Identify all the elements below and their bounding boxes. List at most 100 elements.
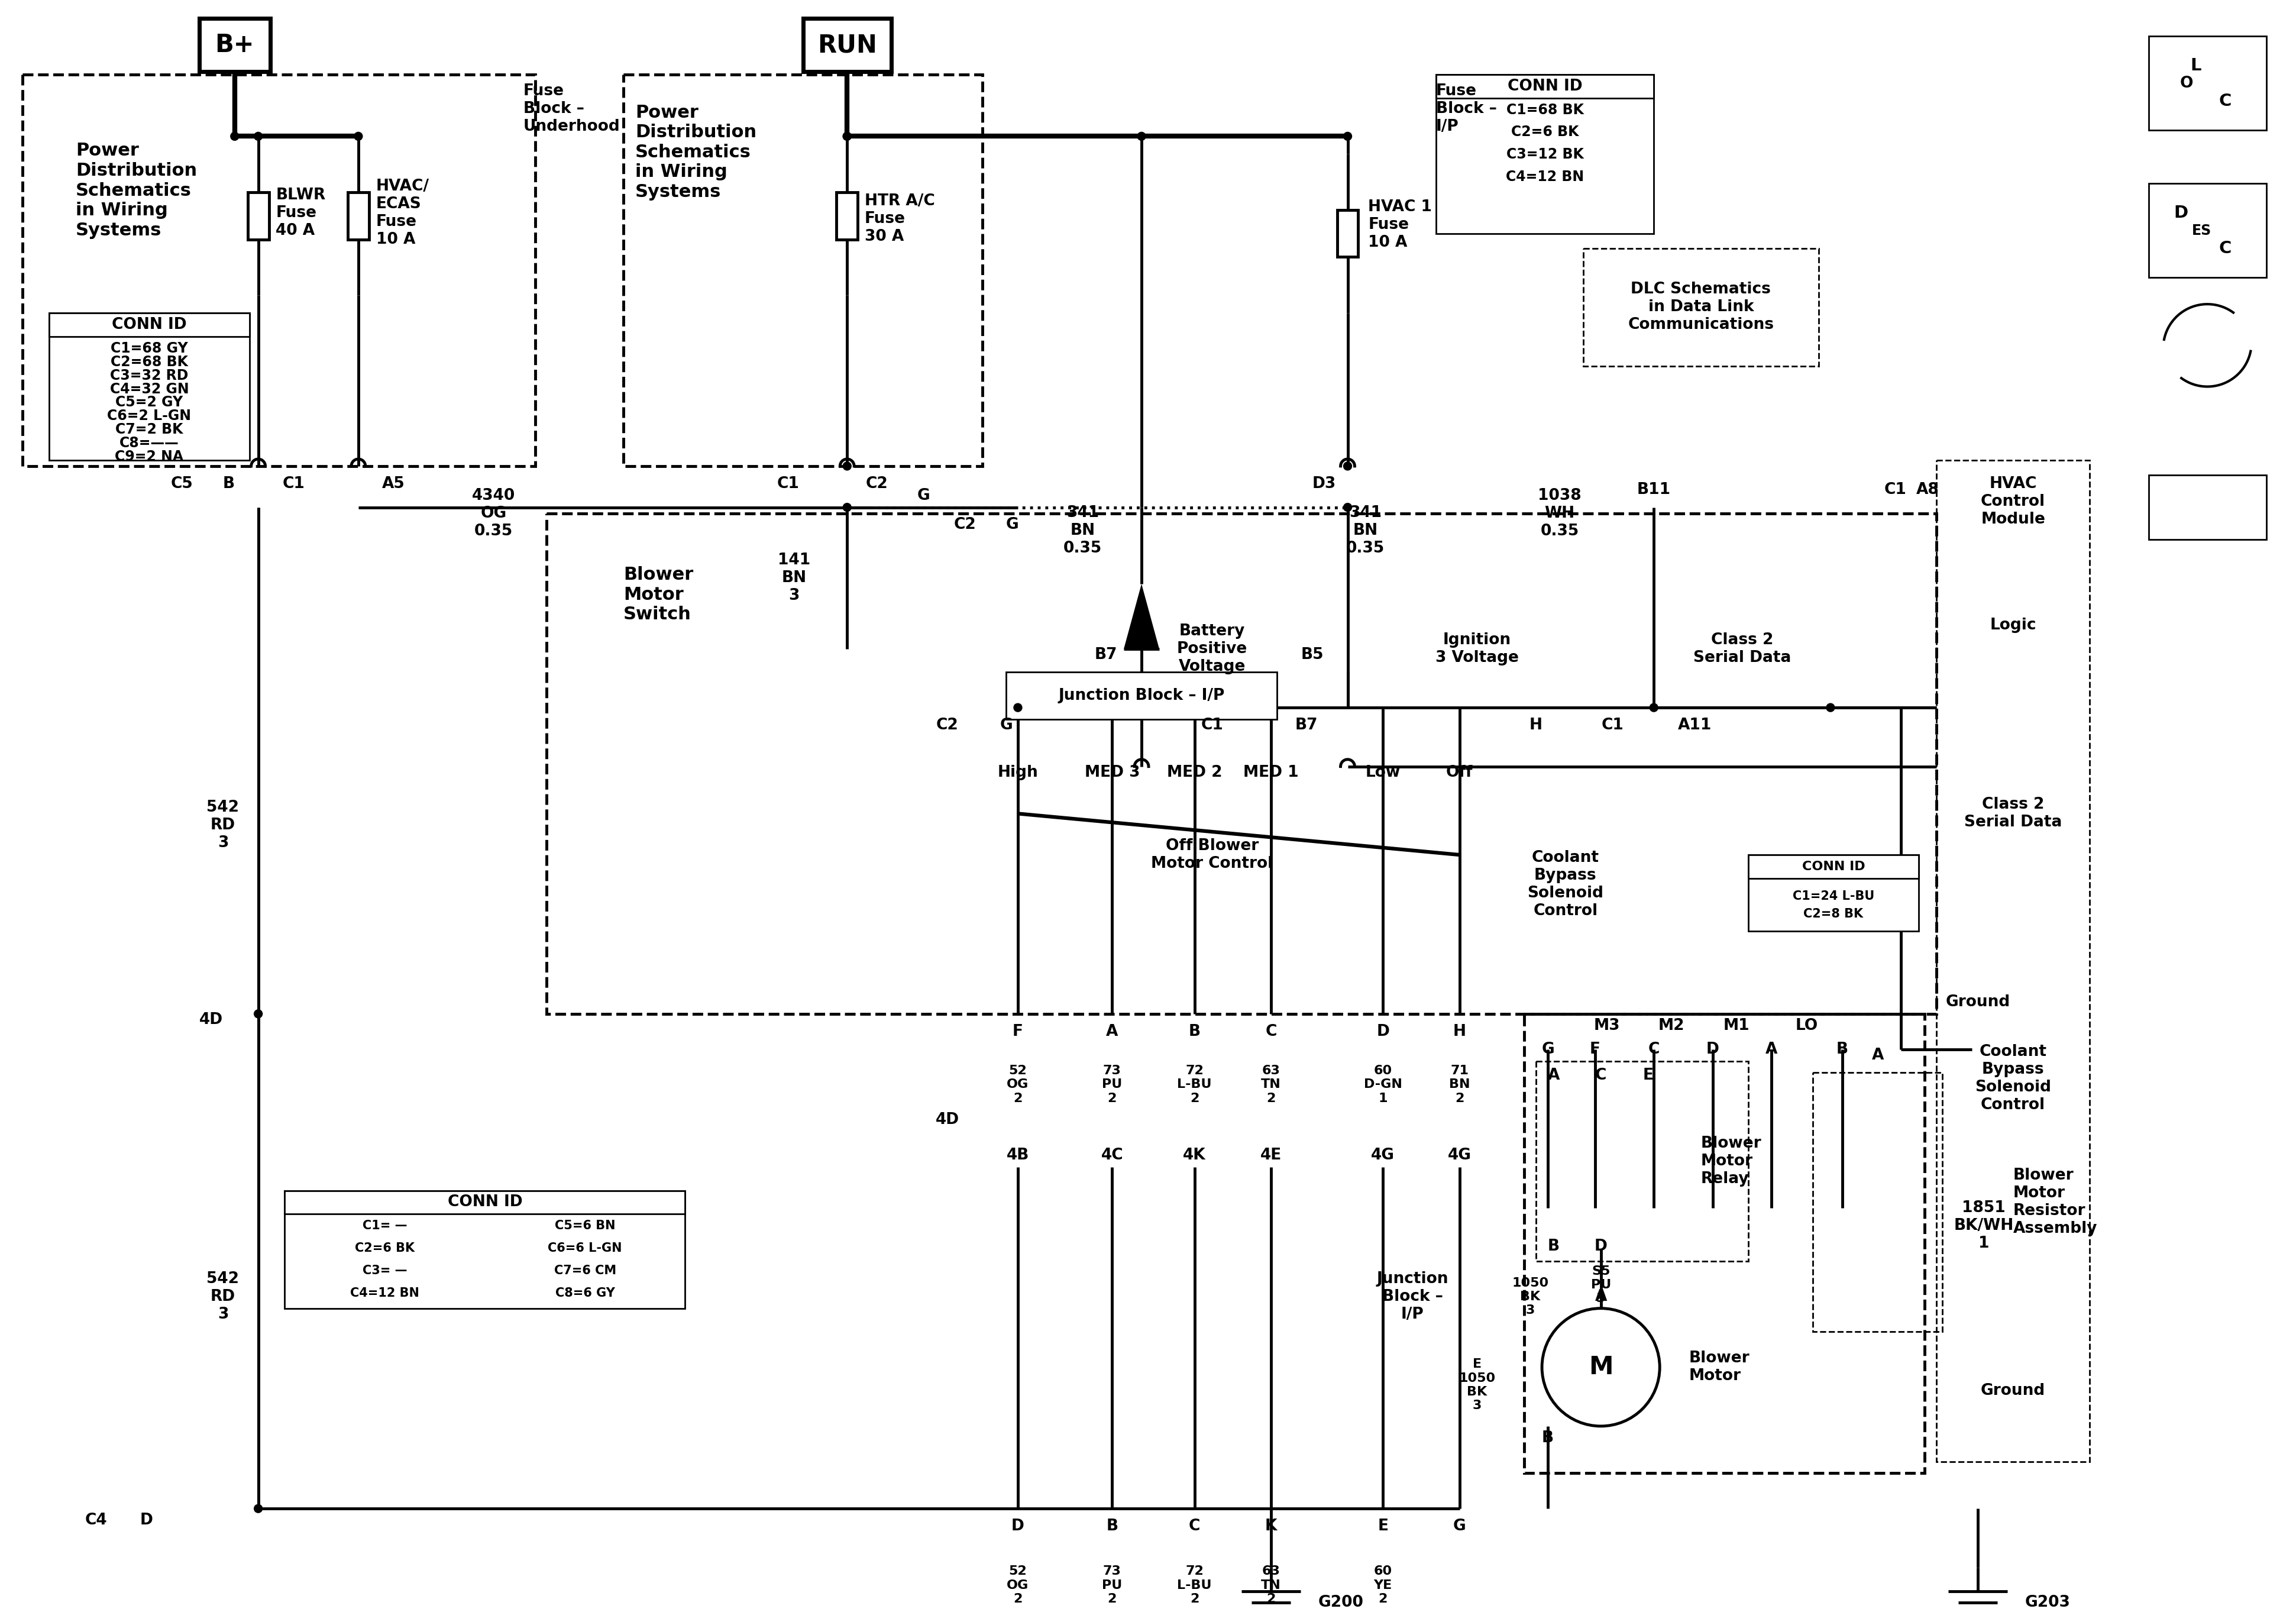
Bar	[248, 192, 269, 239]
Circle shape	[1343, 463, 1352, 471]
Text: Blower
Motor
Resistor
Assembly: Blower Motor Resistor Assembly	[2014, 1169, 2096, 1236]
Text: M1: M1	[1722, 1017, 1750, 1033]
Text: C5=2 GY: C5=2 GY	[115, 395, 184, 409]
Text: A: A	[1107, 1024, 1118, 1040]
Bar	[1747, 854, 1919, 932]
Text: B: B	[223, 476, 234, 492]
Text: Class 2
Serial Data: Class 2 Serial Data	[1692, 632, 1791, 666]
Text: A: A	[1871, 1048, 1883, 1062]
Text: C1= —: C1= —	[363, 1220, 406, 1232]
Text: C: C	[1265, 1024, 1277, 1040]
Text: C8=6 GY: C8=6 GY	[556, 1286, 615, 1299]
Text: B: B	[1837, 1041, 1848, 1057]
Text: B7: B7	[1295, 717, 1318, 733]
Text: D: D	[1378, 1024, 1389, 1040]
Bar	[347, 192, 370, 239]
Text: 4340
OG
0.35: 4340 OG 0.35	[473, 488, 514, 538]
Text: 4E: 4E	[1261, 1148, 1281, 1162]
Text: D: D	[1013, 1519, 1024, 1535]
Circle shape	[255, 1009, 262, 1017]
Text: 4K: 4K	[1182, 1148, 1205, 1162]
Bar	[1747, 854, 1919, 879]
Text: C6=2 L-GN: C6=2 L-GN	[108, 409, 191, 422]
Text: High: High	[996, 764, 1038, 780]
Text: HVAC 1
Fuse
10 A: HVAC 1 Fuse 10 A	[1368, 200, 1433, 250]
Text: G: G	[999, 717, 1013, 733]
Text: C2: C2	[866, 476, 889, 492]
Text: Blower
Motor
Relay: Blower Motor Relay	[1701, 1136, 1761, 1186]
Text: G203: G203	[2025, 1596, 2071, 1610]
Text: MED 3: MED 3	[1084, 764, 1139, 780]
Text: G: G	[1453, 1519, 1465, 1535]
Text: B+: B+	[216, 32, 255, 58]
Text: 60
YE
2: 60 YE 2	[1373, 1565, 1391, 1606]
Text: B7: B7	[1095, 646, 1118, 663]
Text: Off: Off	[1446, 764, 1474, 780]
Bar	[2149, 184, 2266, 277]
Bar	[1435, 74, 1653, 234]
Text: C4=32 GN: C4=32 GN	[110, 382, 188, 397]
Text: 1050
BK
3: 1050 BK 3	[1511, 1277, 1548, 1315]
Text: A11: A11	[1678, 717, 1713, 733]
Bar	[1536, 1061, 1747, 1261]
Circle shape	[843, 463, 852, 471]
Text: H: H	[1453, 1024, 1467, 1040]
Text: A8: A8	[1917, 482, 1940, 498]
Circle shape	[1343, 503, 1352, 511]
Text: 60
D-GN
1: 60 D-GN 1	[1364, 1066, 1403, 1104]
Circle shape	[1651, 703, 1658, 713]
Text: M2: M2	[1658, 1017, 1685, 1033]
Circle shape	[354, 132, 363, 140]
Text: C6=6 L-GN: C6=6 L-GN	[549, 1243, 622, 1254]
Bar	[1006, 672, 1277, 719]
Text: S5
PU
3: S5 PU 3	[1591, 1265, 1612, 1304]
Polygon shape	[1123, 584, 1159, 648]
Bar	[804, 18, 891, 71]
Text: C2: C2	[953, 517, 976, 532]
Text: C: C	[1649, 1041, 1660, 1057]
Text: C1: C1	[282, 476, 305, 492]
Bar	[1336, 210, 1359, 256]
Text: C4=12 BN: C4=12 BN	[351, 1286, 420, 1299]
Text: RUN: RUN	[817, 32, 877, 58]
Text: 4G: 4G	[1449, 1148, 1472, 1162]
Text: Class 2
Serial Data: Class 2 Serial Data	[1963, 796, 2062, 830]
Text: A5: A5	[381, 476, 404, 492]
Text: 542
RD
3: 542 RD 3	[207, 800, 239, 851]
Text: DLC Schematics
in Data Link
Communications: DLC Schematics in Data Link Communicatio…	[1628, 282, 1775, 332]
Text: BLWR
Fuse
40 A: BLWR Fuse 40 A	[276, 187, 326, 239]
Bar	[1525, 1014, 1924, 1473]
Text: B: B	[1107, 1519, 1118, 1535]
Text: G: G	[1006, 517, 1019, 532]
Text: C2=8 BK: C2=8 BK	[1805, 908, 1864, 919]
Text: HTR A/C
Fuse
30 A: HTR A/C Fuse 30 A	[866, 193, 934, 243]
Text: 4D: 4D	[200, 1012, 223, 1027]
Text: 71
BN
2: 71 BN 2	[1449, 1066, 1469, 1104]
Text: C7=6 CM: C7=6 CM	[553, 1265, 615, 1277]
Text: F: F	[1013, 1024, 1024, 1040]
Text: D: D	[1706, 1041, 1720, 1057]
Text: D: D	[2174, 205, 2188, 221]
Text: Power
Distribution
Schematics
in Wiring
Systems: Power Distribution Schematics in Wiring …	[76, 142, 197, 239]
Text: 52
OG
2: 52 OG 2	[1008, 1565, 1029, 1606]
Text: Battery
Positive
Voltage: Battery Positive Voltage	[1178, 624, 1247, 674]
Text: C7=2 BK: C7=2 BK	[115, 422, 184, 437]
Text: C5: C5	[170, 476, 193, 492]
Text: 52
OG
2: 52 OG 2	[1008, 1066, 1029, 1104]
Circle shape	[230, 132, 239, 140]
Text: C1: C1	[776, 476, 799, 492]
Text: C2=6 BK: C2=6 BK	[1511, 126, 1580, 139]
Text: C1=68 BK: C1=68 BK	[1506, 103, 1584, 118]
Text: 141
BN
3: 141 BN 3	[778, 553, 810, 603]
Text: 542
RD
3: 542 RD 3	[207, 1272, 239, 1322]
Text: Ground: Ground	[1981, 1383, 2046, 1399]
Text: L: L	[2190, 58, 2202, 74]
Text: C: C	[1189, 1519, 1201, 1535]
Bar	[48, 313, 250, 459]
Text: C8=——: C8=——	[119, 435, 179, 450]
Text: 341
BN
0.35: 341 BN 0.35	[1345, 506, 1384, 556]
Text: 73
PU
2: 73 PU 2	[1102, 1066, 1123, 1104]
Text: MED 1: MED 1	[1244, 764, 1300, 780]
Text: C5=6 BN: C5=6 BN	[556, 1220, 615, 1232]
Text: Logic: Logic	[1991, 617, 2037, 634]
